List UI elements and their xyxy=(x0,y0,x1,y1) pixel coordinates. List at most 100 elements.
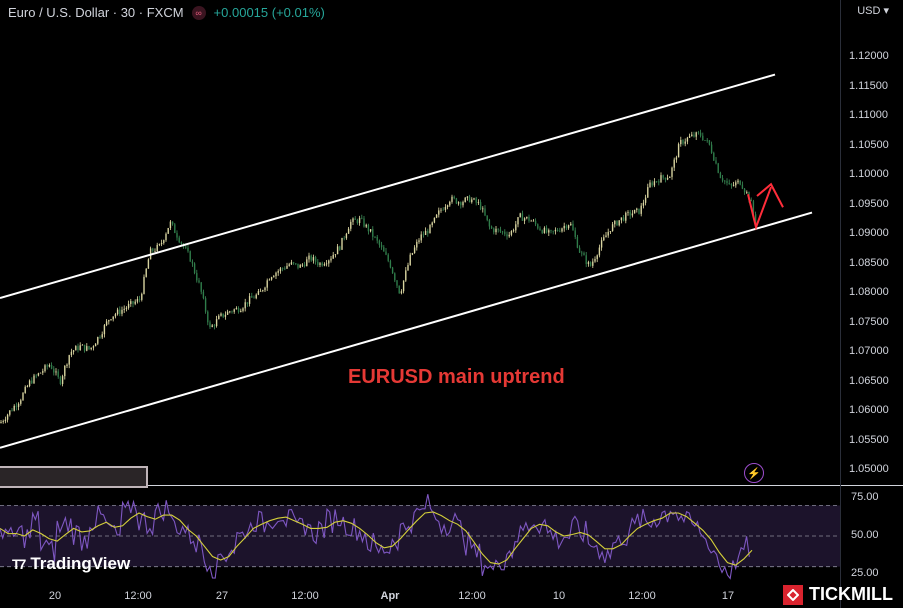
candle-body xyxy=(204,298,207,312)
candle-body xyxy=(550,230,552,231)
candle-body xyxy=(50,364,53,369)
x-tick-label: 12:00 xyxy=(291,590,319,602)
candle-body xyxy=(215,319,218,327)
candle-body xyxy=(636,208,638,210)
candle-body xyxy=(545,227,548,233)
candle-body xyxy=(123,308,125,310)
rsi-tick-label: 50.00 xyxy=(851,529,879,542)
candle-body xyxy=(633,209,636,214)
candle-body xyxy=(297,263,299,268)
candle-body xyxy=(268,279,271,281)
candle-body xyxy=(314,257,317,262)
candle-body xyxy=(334,254,337,255)
candle-body xyxy=(548,230,550,233)
candle-body xyxy=(380,244,383,248)
candle-body xyxy=(339,246,341,250)
symbol-title[interactable]: Euro / U.S. Dollar · 30 · FXCM xyxy=(8,5,184,20)
candle-body xyxy=(647,187,649,198)
candle-body xyxy=(438,210,440,215)
candle-body xyxy=(563,225,565,229)
candle-body xyxy=(482,208,484,210)
candle-body xyxy=(303,264,306,267)
candle-body xyxy=(99,336,101,338)
candle-body xyxy=(543,227,546,234)
candle-body xyxy=(594,259,596,262)
candle-body xyxy=(427,230,429,234)
candle-body xyxy=(743,188,746,193)
candle-body xyxy=(490,226,493,229)
x-tick-label: 17 xyxy=(721,590,735,602)
candle-body xyxy=(121,309,123,314)
candle-body xyxy=(385,251,387,255)
candle-body xyxy=(358,217,361,224)
candle-body xyxy=(110,319,112,321)
candle-body xyxy=(94,343,97,347)
lightning-icon[interactable]: ⚡ xyxy=(744,463,764,483)
candle-body xyxy=(682,139,684,144)
candle-body xyxy=(251,296,253,298)
rsi-panel xyxy=(0,494,840,580)
candle-body xyxy=(20,400,22,404)
candle-body xyxy=(477,202,480,203)
currency-selector[interactable]: USD ▾ xyxy=(857,4,889,17)
candle-body xyxy=(539,228,541,231)
candle-body xyxy=(317,261,319,265)
candle-body xyxy=(130,301,132,304)
candle-body xyxy=(341,237,343,250)
candle-body xyxy=(746,192,748,193)
candle-body xyxy=(433,217,436,223)
candle-body xyxy=(484,208,486,216)
projection-arrow xyxy=(747,182,784,231)
candle-body xyxy=(449,201,451,206)
candle-body xyxy=(171,221,174,225)
y-tick-label: 1.09000 xyxy=(849,227,889,240)
candle-body xyxy=(691,134,693,137)
candle-body xyxy=(721,178,724,181)
candle-body xyxy=(383,247,385,252)
candle-body xyxy=(154,250,156,252)
candle-body xyxy=(684,141,686,144)
x-tick-label: Apr xyxy=(380,590,400,602)
candle-body xyxy=(72,350,75,352)
candle-body xyxy=(629,212,631,216)
overlay-box xyxy=(0,466,148,488)
candle-body xyxy=(517,217,519,225)
candle-body xyxy=(466,196,469,198)
candle-body xyxy=(246,302,249,304)
candle-body xyxy=(435,214,438,218)
candle-body xyxy=(405,270,407,281)
candle-body xyxy=(108,320,110,322)
y-tick-label: 1.10000 xyxy=(849,168,889,181)
candle-body xyxy=(112,316,114,320)
candle-body xyxy=(90,347,92,350)
candle-body xyxy=(114,314,117,317)
candle-body xyxy=(165,233,167,241)
infinity-icon[interactable]: ∞ xyxy=(191,5,206,20)
candle-body xyxy=(213,325,216,327)
candle-body xyxy=(750,199,752,202)
candle-body xyxy=(394,273,396,281)
channel-lines xyxy=(0,73,813,449)
candle-body xyxy=(218,315,220,320)
candle-body xyxy=(176,233,178,238)
candle-body xyxy=(229,311,231,313)
candle-body xyxy=(728,183,730,184)
candle-body xyxy=(444,206,447,210)
candle-body xyxy=(614,220,616,225)
candle-body xyxy=(398,285,400,294)
candle-body xyxy=(741,184,744,189)
y-tick-label: 1.10500 xyxy=(849,138,889,151)
candle-body xyxy=(726,180,728,184)
candle-body xyxy=(15,405,18,407)
candle-body xyxy=(53,368,55,373)
candle-body xyxy=(596,255,598,260)
candle-body xyxy=(242,308,244,311)
y-tick-label: 1.09500 xyxy=(849,197,889,210)
x-tick-label: 12:00 xyxy=(628,590,656,602)
candle-body xyxy=(715,160,717,164)
candle-body xyxy=(559,230,561,232)
candle-body xyxy=(189,251,191,262)
candle-body xyxy=(295,263,297,265)
candle-body xyxy=(462,202,464,206)
